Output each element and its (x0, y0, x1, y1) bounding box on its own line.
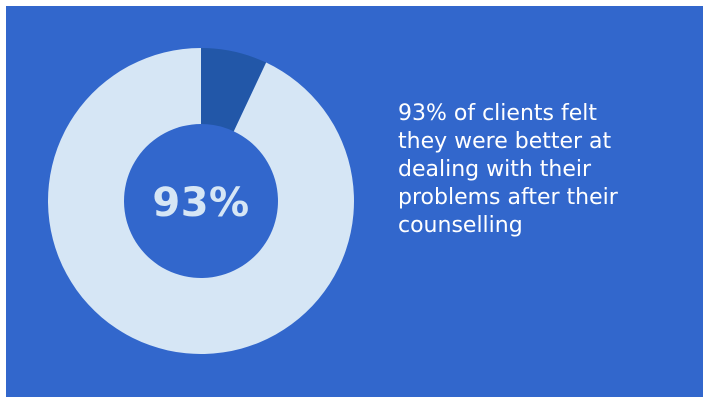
center-percentage-label: 93% (152, 180, 250, 226)
donut-chart: 93% (48, 48, 354, 354)
donut-svg (48, 48, 354, 354)
chart-panel: 93% 93% of clients felt they were better… (6, 6, 703, 397)
donut-slice-primary (48, 48, 354, 354)
chart-caption: 93% of clients felt they were better at … (398, 101, 618, 238)
donut-slice-secondary (201, 48, 267, 132)
